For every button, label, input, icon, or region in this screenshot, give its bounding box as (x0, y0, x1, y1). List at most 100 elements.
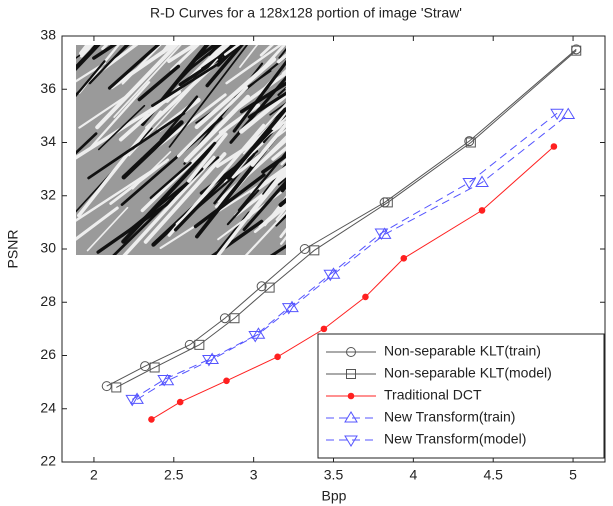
straw (205, 45, 244, 88)
marker (462, 177, 477, 190)
straw (193, 45, 218, 62)
straw (207, 45, 221, 56)
straw (269, 244, 286, 255)
straw (242, 179, 286, 232)
series-line (132, 112, 558, 400)
straw (239, 45, 259, 68)
straw (240, 102, 286, 154)
straw (247, 91, 286, 119)
straw (275, 213, 286, 227)
series-line (116, 50, 577, 388)
x-tick-label: 3.5 (324, 467, 344, 483)
x-tick-label: 2.5 (164, 467, 184, 483)
marker (550, 143, 558, 150)
y-tick-label: 34 (40, 133, 56, 149)
straw (239, 92, 286, 134)
straw (109, 45, 177, 90)
series-line (106, 48, 577, 387)
straw (78, 94, 129, 129)
straw (92, 45, 118, 60)
straw (187, 132, 228, 183)
marker (382, 197, 393, 208)
straw (239, 81, 286, 114)
marker (251, 327, 266, 339)
marker (256, 281, 267, 292)
y-tick-label: 24 (40, 399, 56, 415)
marker (571, 45, 582, 56)
x-tick-label: 4.5 (483, 467, 503, 483)
straw (121, 120, 184, 180)
straw (223, 45, 241, 56)
marker (326, 267, 341, 279)
straw (121, 141, 217, 244)
chart-title: R-D Curves for a 128x128 portion of imag… (150, 5, 462, 21)
straw (168, 45, 249, 148)
marker (550, 108, 564, 121)
straw (213, 153, 256, 205)
marker (223, 377, 230, 385)
marker (160, 373, 175, 386)
straw (226, 189, 260, 226)
straw (98, 104, 146, 151)
straw (112, 167, 204, 255)
straw (193, 173, 266, 229)
marker (374, 228, 389, 240)
straw (269, 102, 286, 116)
straw (250, 165, 286, 195)
legend-label: Non-separable KLT(model) (384, 365, 552, 381)
x-axis-label: Bpp (322, 488, 347, 504)
texture (76, 45, 286, 255)
legend-label: New Transform(train) (384, 409, 515, 425)
marker (125, 394, 140, 407)
straw (226, 107, 286, 180)
straw (225, 45, 283, 85)
straw (76, 61, 106, 83)
y-tick-label: 30 (40, 240, 56, 256)
marker (205, 352, 220, 364)
straw (95, 45, 180, 130)
straw (250, 121, 286, 167)
marker (101, 381, 112, 392)
marker (248, 331, 263, 343)
marker (478, 207, 486, 214)
y-tick-label: 32 (40, 186, 56, 202)
straw (215, 45, 241, 67)
marker (281, 303, 296, 315)
marker (264, 282, 275, 293)
straw (236, 71, 286, 110)
y-tick-label: 38 (40, 27, 56, 43)
straw (247, 171, 286, 220)
marker (111, 382, 122, 393)
straw (87, 112, 186, 180)
marker (344, 435, 358, 447)
marker (464, 136, 475, 147)
marker (149, 362, 160, 373)
straw (86, 206, 129, 252)
marker (561, 107, 576, 120)
straw (76, 206, 119, 241)
legend-label: New Transform(model) (384, 431, 526, 447)
marker (176, 398, 184, 406)
straw (120, 117, 223, 206)
straw (76, 132, 98, 155)
straw (187, 45, 223, 72)
marker (344, 411, 358, 423)
straw (113, 45, 182, 118)
straw (87, 81, 151, 152)
marker (323, 269, 338, 282)
y-axis-label: PSNR (5, 230, 21, 269)
marker (347, 392, 355, 400)
marker (346, 369, 356, 379)
x-tick-label: 2 (90, 467, 98, 483)
y-tick-label: 28 (40, 293, 56, 309)
marker (274, 353, 281, 361)
marker (475, 175, 489, 187)
marker (362, 293, 369, 301)
x-tick-label: 4 (409, 467, 417, 483)
marker (299, 244, 310, 254)
marker (157, 374, 172, 387)
straw (262, 162, 286, 195)
y-tick-label: 36 (40, 80, 56, 96)
marker (202, 354, 216, 367)
series-line (136, 114, 569, 400)
